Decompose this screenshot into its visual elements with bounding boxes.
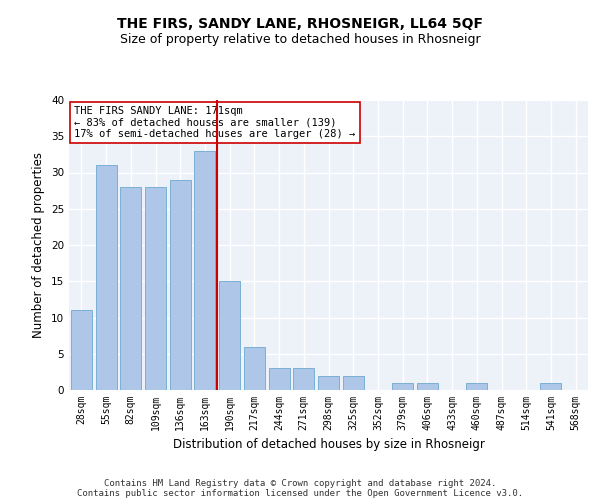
Bar <box>120 187 141 390</box>
Bar <box>466 383 487 390</box>
Bar <box>244 346 265 390</box>
Bar <box>318 376 339 390</box>
Bar <box>95 165 116 390</box>
Y-axis label: Number of detached properties: Number of detached properties <box>32 152 46 338</box>
Text: Contains public sector information licensed under the Open Government Licence v3: Contains public sector information licen… <box>77 488 523 498</box>
Bar <box>194 151 215 390</box>
Bar <box>417 383 438 390</box>
Bar <box>145 187 166 390</box>
Bar <box>219 281 240 390</box>
Text: THE FIRS, SANDY LANE, RHOSNEIGR, LL64 5QF: THE FIRS, SANDY LANE, RHOSNEIGR, LL64 5Q… <box>117 18 483 32</box>
Bar <box>392 383 413 390</box>
Text: Contains HM Land Registry data © Crown copyright and database right 2024.: Contains HM Land Registry data © Crown c… <box>104 478 496 488</box>
Text: Size of property relative to detached houses in Rhosneigr: Size of property relative to detached ho… <box>119 32 481 46</box>
X-axis label: Distribution of detached houses by size in Rhosneigr: Distribution of detached houses by size … <box>173 438 484 452</box>
Bar <box>71 310 92 390</box>
Bar <box>269 368 290 390</box>
Text: THE FIRS SANDY LANE: 171sqm
← 83% of detached houses are smaller (139)
17% of se: THE FIRS SANDY LANE: 171sqm ← 83% of det… <box>74 106 355 139</box>
Bar <box>541 383 562 390</box>
Bar <box>343 376 364 390</box>
Bar <box>170 180 191 390</box>
Bar <box>293 368 314 390</box>
